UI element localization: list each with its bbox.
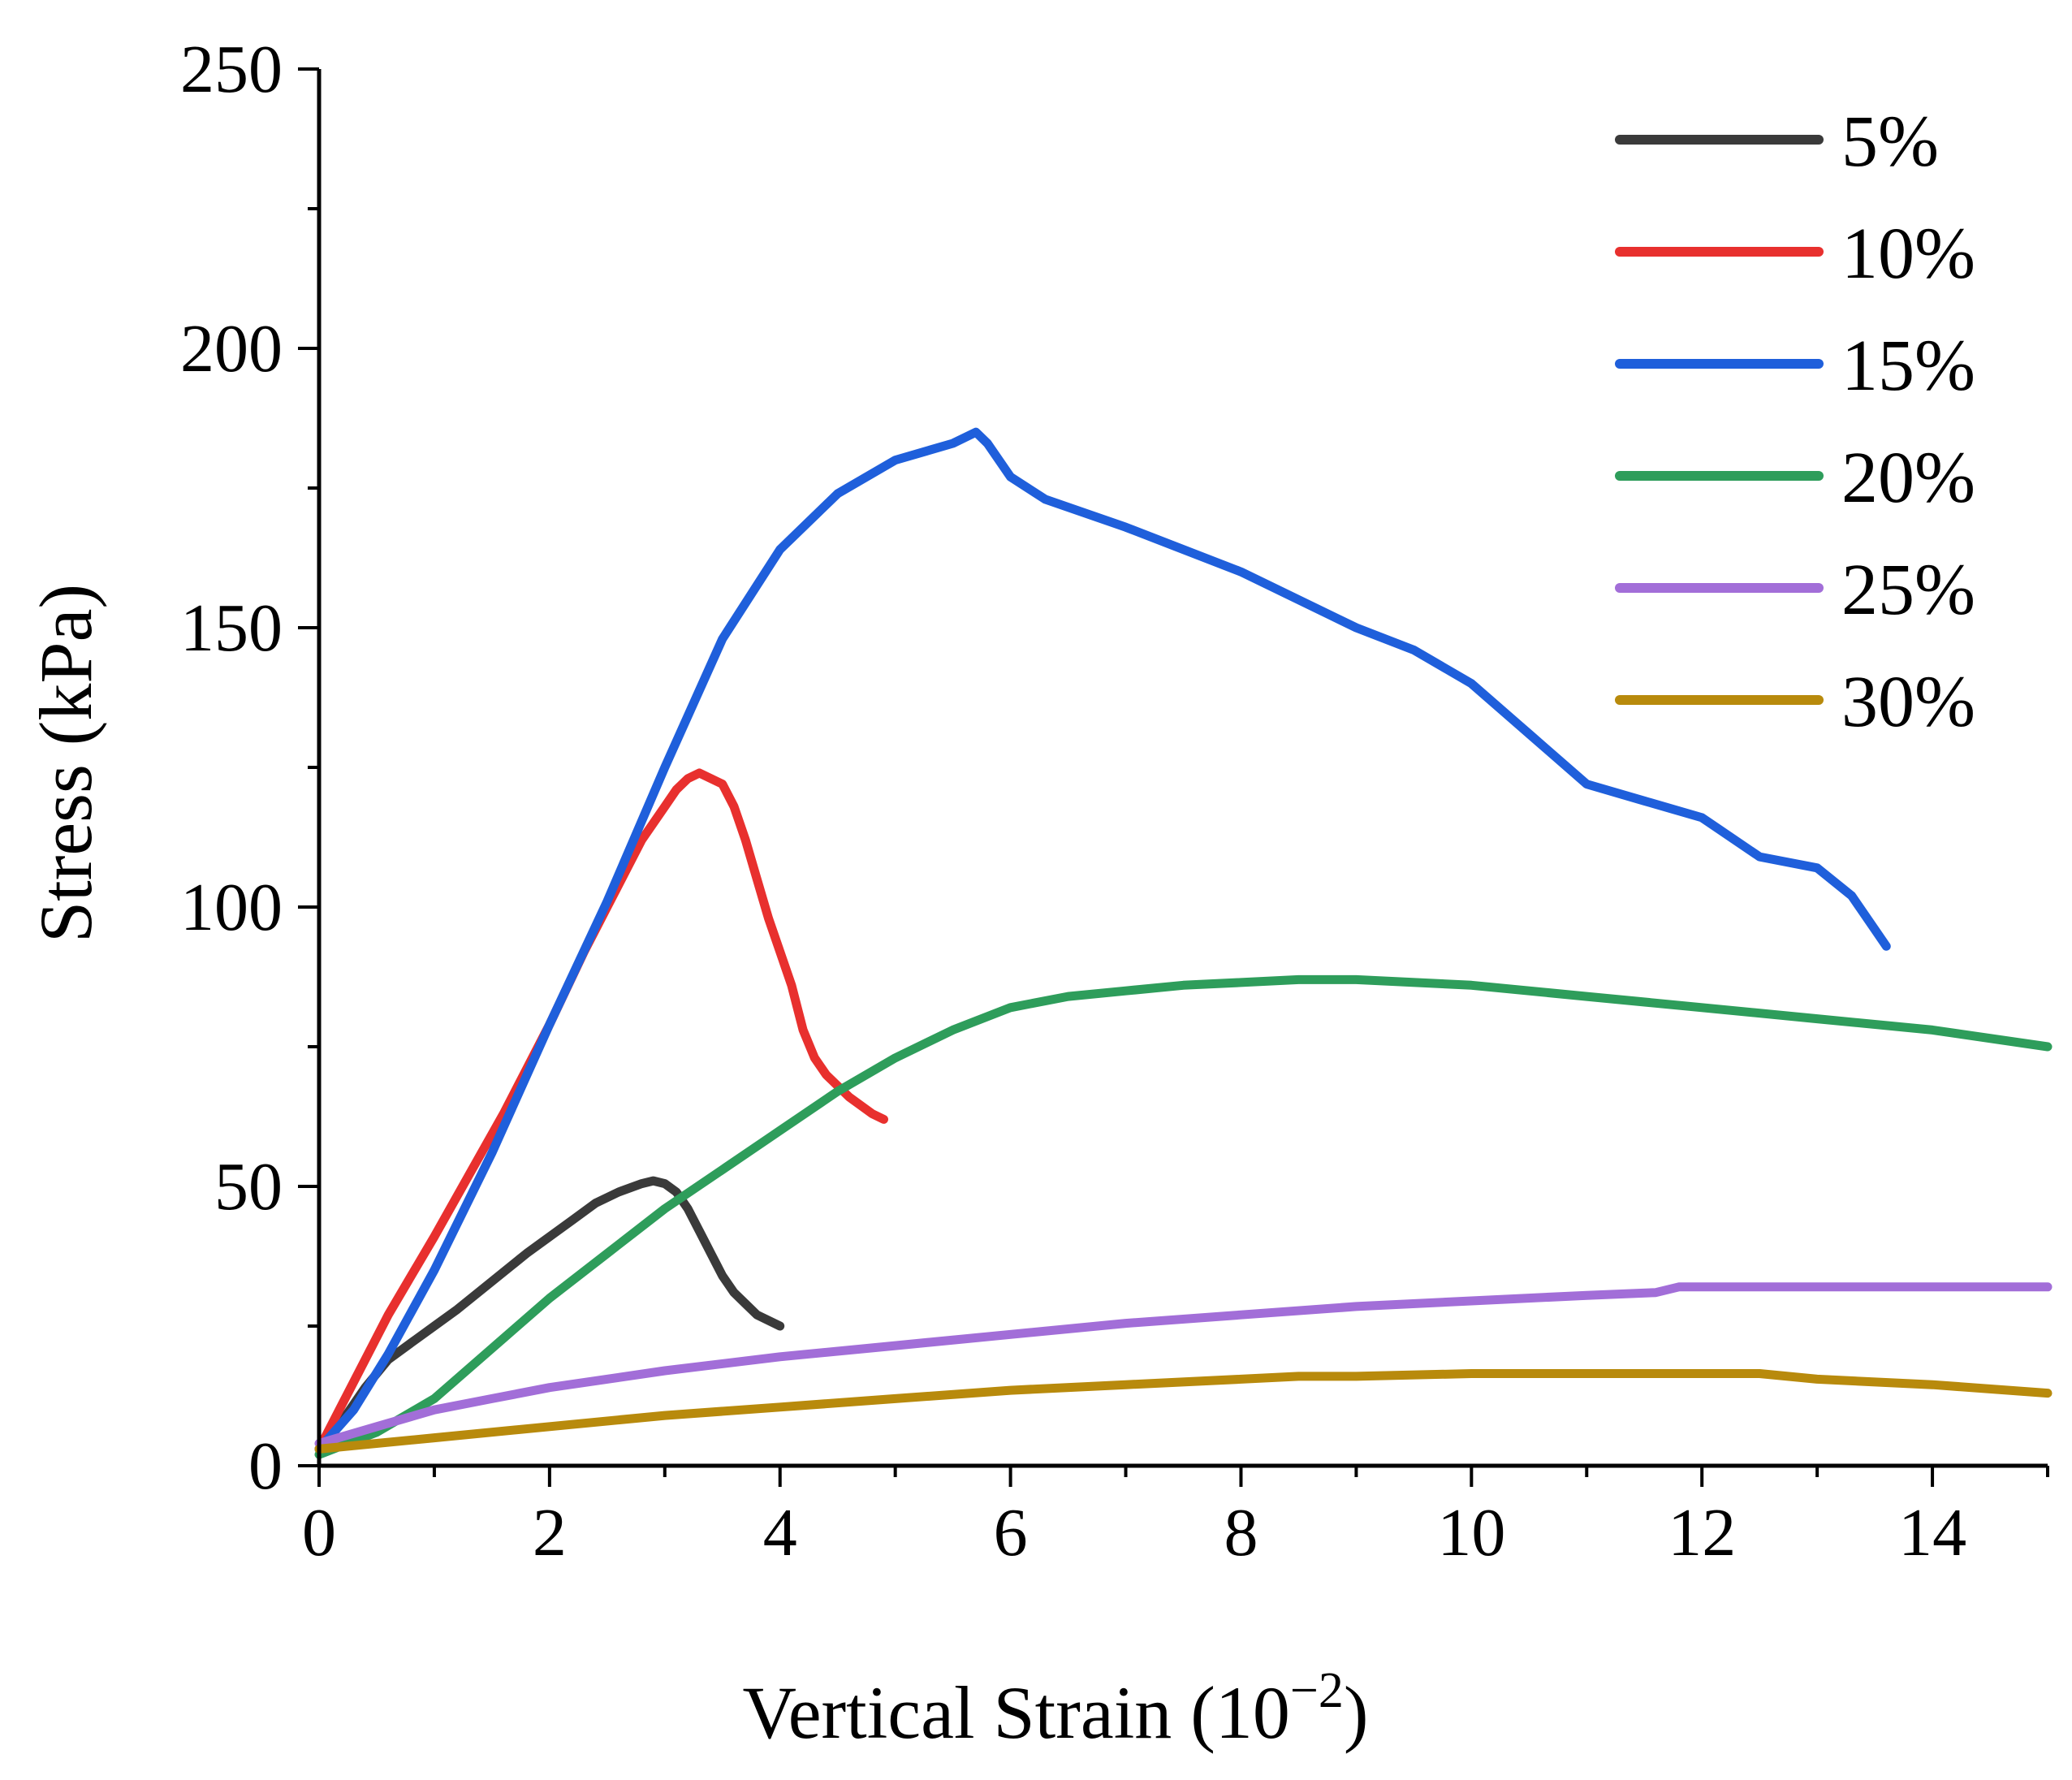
series-layer — [314, 427, 2053, 1459]
series-line-10pct — [314, 768, 888, 1454]
legend: 5% 10% 15% 20% 25% 30% — [1615, 102, 1975, 742]
x-axis-title: Vertical Strain (10−2) — [742, 1663, 1368, 1754]
x-axis-title-close: ) — [1344, 1671, 1369, 1754]
series-line-5pct — [314, 1176, 785, 1454]
x-tick-label: 14 — [1898, 1495, 1966, 1570]
y-tick-label: 150 — [180, 590, 283, 666]
axes-layer: 0 2 4 6 8 10 12 14 0 50 100 150 200 250 — [180, 32, 2049, 1570]
x-tick-label: 10 — [1437, 1495, 1505, 1570]
series-line-25pct — [314, 1282, 2053, 1448]
x-tick-label: 2 — [533, 1495, 567, 1570]
y-axis-title: Stress (kPa) — [24, 584, 107, 943]
legend-label: 15% — [1841, 326, 1975, 406]
legend-label: 25% — [1841, 550, 1975, 630]
legend-label: 5% — [1841, 102, 1939, 182]
series-line-20pct — [314, 974, 2053, 1459]
x-tick-label: 12 — [1668, 1495, 1736, 1570]
x-tick-label: 8 — [1224, 1495, 1258, 1570]
y-tick-label: 200 — [180, 311, 283, 387]
legend-label: 10% — [1841, 214, 1975, 294]
y-tick-label: 50 — [214, 1149, 283, 1225]
legend-label: 20% — [1841, 438, 1975, 518]
y-tick-label: 0 — [248, 1428, 283, 1504]
series-line-15pct — [314, 427, 1891, 1454]
x-tick-label: 4 — [763, 1495, 797, 1570]
legend-label: 30% — [1841, 662, 1975, 742]
x-axis-title-text: Vertical Strain (10 — [742, 1671, 1289, 1754]
x-tick-label: 0 — [302, 1495, 336, 1570]
y-tick-label: 250 — [180, 32, 283, 107]
x-axis-title-exponent: −2 — [1290, 1663, 1344, 1718]
x-tick-label: 6 — [994, 1495, 1028, 1570]
y-tick-label: 100 — [180, 870, 283, 945]
series-line-30pct — [314, 1369, 2053, 1454]
